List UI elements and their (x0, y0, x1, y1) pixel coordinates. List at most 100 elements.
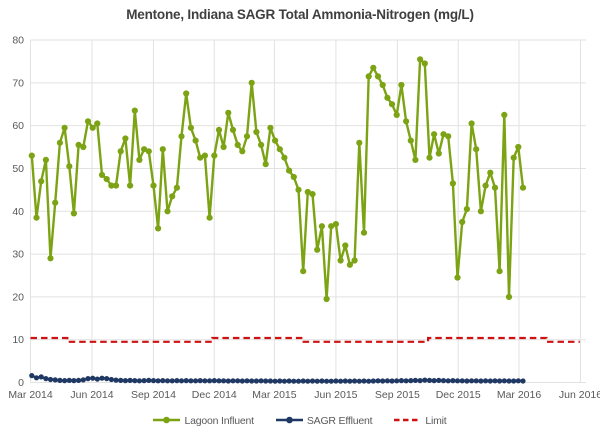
effluent-line-marker (150, 378, 157, 384)
influent-line-marker (281, 154, 288, 161)
influent-line-marker (173, 184, 180, 191)
influent-line-marker (276, 146, 283, 153)
effluent-line-marker (90, 375, 96, 381)
effluent-line-marker (426, 377, 433, 383)
influent-line-marker (262, 161, 269, 168)
effluent-line-marker (305, 378, 311, 384)
influent-line-marker (47, 255, 54, 262)
influent-line-marker (201, 152, 208, 159)
influent-line-marker (220, 143, 227, 151)
effluent-swatch-graphic (275, 416, 303, 424)
influent-line-marker (206, 214, 213, 221)
influent-line-marker (510, 154, 517, 161)
effluent-line-marker (52, 377, 58, 383)
effluent-line-marker (324, 378, 330, 384)
influent-line-marker (496, 268, 503, 275)
influent-line-marker (131, 107, 138, 114)
y-tick-label: 0 (18, 377, 24, 389)
influent-line-marker (215, 126, 223, 133)
effluent-line-marker (295, 378, 302, 384)
effluent-line-marker (122, 378, 128, 384)
effluent-line-marker (497, 378, 503, 384)
effluent-line-marker (193, 378, 199, 384)
influent-line-marker (323, 295, 330, 303)
effluent-line-marker (333, 378, 339, 384)
effluent-line-marker (211, 378, 217, 384)
influent-line-marker (440, 131, 447, 138)
influent-line-marker (38, 178, 45, 185)
chart-title: Mentone, Indiana SAGR Total Ammonia-Nitr… (126, 7, 474, 22)
influent-line-marker (253, 128, 260, 136)
influent-line-marker (183, 90, 190, 97)
effluent-line-marker (202, 378, 208, 384)
plot-area: 0 10 20 30 40 50 60 70 80 Mar 2014 Jun 2014 Sep 201… (8, 35, 600, 402)
influent-line-marker (295, 186, 302, 193)
influent-line-marker (42, 156, 50, 163)
effluent-line-marker (515, 378, 521, 384)
effluent-line-marker (47, 376, 54, 383)
effluent-line-marker (188, 378, 194, 384)
effluent-line-marker (459, 378, 465, 384)
effluent-line-marker (267, 378, 273, 384)
influent-line-marker (309, 191, 316, 198)
effluent-line-marker (244, 378, 250, 384)
effluent-line-marker (277, 378, 283, 384)
influent-line-marker (127, 182, 134, 189)
influent-line-marker (505, 293, 513, 300)
legend-label: SAGR Effluent (306, 415, 373, 427)
influent-line-marker (61, 124, 68, 131)
effluent-line (29, 373, 526, 384)
influent-line-marker (304, 188, 311, 196)
influent-line-marker (370, 64, 377, 71)
effluent-line-marker (403, 378, 409, 384)
influent-line-marker (187, 124, 194, 131)
influent-line-marker (459, 218, 466, 226)
effluent-line-marker (38, 374, 44, 380)
influent-line-marker (178, 133, 185, 140)
effluent-line-marker (319, 378, 325, 384)
effluent-line-marker (33, 375, 40, 381)
effluent-line-marker (43, 376, 49, 382)
effluent-line-marker (506, 378, 512, 384)
effluent-line-marker (155, 378, 161, 384)
influent-line-marker (258, 141, 265, 148)
influent-line-marker (159, 146, 166, 153)
effluent-line-marker (422, 377, 428, 383)
influent-line-marker (328, 223, 335, 230)
x-tick-label: Jun 2016 (559, 389, 600, 401)
effluent-line-marker (230, 378, 236, 384)
influent-line-marker (318, 223, 325, 230)
legend: Lagoon Influent SAGR Effluent Limit (0, 410, 600, 432)
influent-line-marker (356, 139, 363, 146)
x-tick-label: Jun 2015 (314, 389, 357, 401)
influent-line-marker (229, 126, 237, 133)
effluent-line-marker (66, 377, 72, 383)
effluent-line-marker (207, 378, 213, 384)
effluent-line-marker (342, 378, 348, 384)
effluent-line-marker (520, 378, 526, 384)
influent-line-marker (192, 137, 199, 144)
influent-line-marker (70, 210, 77, 217)
influent-line-marker (491, 184, 499, 191)
effluent-line-marker (291, 378, 297, 384)
influent-line-marker (33, 214, 40, 221)
effluent-line-marker (464, 378, 470, 384)
effluent-line-marker (445, 378, 451, 384)
effluent-line-marker (169, 378, 175, 384)
influent-line-marker (314, 246, 321, 253)
legend-item-influent: Lagoon Influent (153, 412, 254, 430)
y-tick-label: 30 (12, 249, 24, 261)
effluent-line-marker (281, 378, 287, 384)
effluent-line-marker (29, 373, 35, 379)
effluent-line-marker (136, 378, 142, 384)
effluent-line-marker (99, 375, 105, 381)
x-tick-label: Dec 2015 (436, 389, 481, 401)
effluent-line-marker (164, 378, 171, 384)
influent-line-marker (468, 120, 475, 127)
influent-line-marker (112, 182, 120, 189)
influent-line-marker (365, 73, 372, 80)
effluent-line-marker (132, 378, 138, 384)
influent-line-marker (94, 120, 101, 127)
effluent-line-marker (389, 378, 395, 384)
